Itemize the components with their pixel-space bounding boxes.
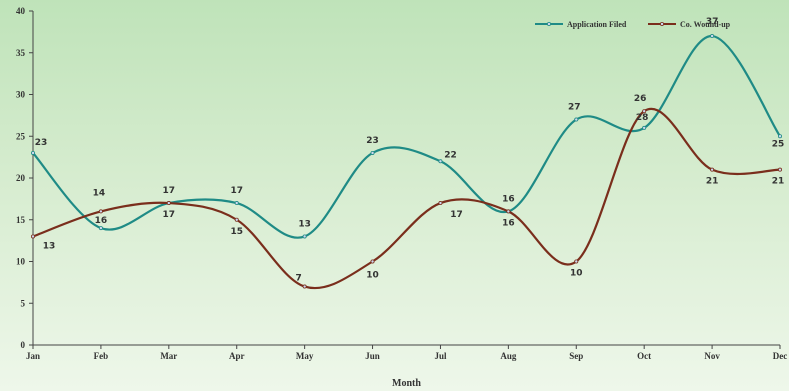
series-application-filed-point <box>98 226 103 231</box>
x-tick-label: Mar <box>160 351 177 361</box>
series-application-filed-point <box>642 125 647 130</box>
legend-marker <box>660 21 665 26</box>
x-tick-label: Apr <box>229 351 245 361</box>
series-application-filed-data-label: 28 <box>636 113 649 123</box>
y-axis: 0 5 10 15 20 25 30 35 40 <box>16 6 34 350</box>
x-tick-label: Nov <box>704 351 720 361</box>
series-co-wound-up-data-label: 13 <box>43 241 56 251</box>
series-application-filed-data-label: 13 <box>298 219 311 229</box>
series-co-wound-up-point <box>778 167 783 172</box>
series-co-wound-up-point <box>370 259 375 264</box>
y-tick-label: 15 <box>16 215 26 225</box>
series-application-filed-point <box>778 134 783 139</box>
x-tick-label: Jun <box>365 351 380 361</box>
legend-label: Co. Wound-up <box>680 20 731 29</box>
series-application-filed-point <box>302 234 307 239</box>
series-application-filed-point <box>370 150 375 155</box>
series-application-filed-data-label: 22 <box>444 150 457 160</box>
series-co-wound-up-data-label: 7 <box>296 274 302 284</box>
series-application-filed-point <box>234 201 239 206</box>
y-tick-label: 40 <box>16 6 26 16</box>
y-tick-label: 5 <box>21 298 26 308</box>
series-co-wound-up-point <box>506 209 511 214</box>
series-co-wound-up-point <box>710 167 715 172</box>
data-labels: 23 16 17 17 13 23 22 16 27 28 37 25 13 14 17 15 7 10 17 16 1… <box>35 17 785 284</box>
series-co-wound-up-data-label: 17 <box>163 210 176 220</box>
series-co-wound-up-data-label: 10 <box>366 271 379 281</box>
y-tick-label: 20 <box>16 173 26 183</box>
series-application-filed-data-label: 23 <box>366 136 379 146</box>
series-co-wound-up-point <box>98 209 103 214</box>
series-application-filed-data-label: 17 <box>230 186 243 196</box>
series-application-filed-point <box>710 34 715 39</box>
series-application-filed-data-label: 37 <box>706 17 719 27</box>
series-co-wound-up-line <box>32 107 781 290</box>
series-co-wound-up-point <box>642 109 647 114</box>
y-tick-label: 25 <box>16 131 26 141</box>
y-tick-label: 35 <box>16 48 26 58</box>
series-application-filed-data-label: 23 <box>35 138 48 148</box>
x-tick-label: Sep <box>569 351 583 361</box>
series-co-wound-up-point <box>302 284 307 289</box>
x-tick-label: Feb <box>94 351 109 361</box>
series-co-wound-up-point <box>166 201 171 206</box>
legend-marker <box>547 21 552 26</box>
series-co-wound-up-data-label: 16 <box>502 218 515 228</box>
series-application-filed-data-label: 16 <box>502 194 515 204</box>
series-co-wound-up-data-label: 17 <box>450 210 463 220</box>
x-tick-label: Aug <box>500 351 517 361</box>
x-tick-label: Jan <box>26 351 40 361</box>
series-application-filed-data-label: 25 <box>772 139 785 149</box>
series-co-wound-up-point <box>234 217 239 222</box>
legend-label: Application Filed <box>567 20 627 29</box>
legend: Application Filed Co. Wound-up <box>535 20 731 29</box>
y-tick-label: 30 <box>16 90 26 100</box>
series-co-wound-up-data-label: 21 <box>772 177 785 187</box>
x-tick-label: Dec <box>773 351 788 361</box>
series-co-wound-up-data-label: 26 <box>634 94 647 104</box>
series-application-filed-point <box>438 159 443 164</box>
series-co-wound-up-point <box>574 259 579 264</box>
x-tick-label: May <box>296 351 314 361</box>
series-co-wound-up-data-label: 10 <box>570 269 583 279</box>
series-application-filed-point <box>574 117 579 122</box>
x-tick-label: Jul <box>434 351 447 361</box>
x-tick-label: Oct <box>637 351 651 361</box>
series-co-wound-up-data-label: 21 <box>706 177 719 187</box>
series-co-wound-up-point <box>30 234 35 239</box>
y-tick-label: 10 <box>16 257 26 267</box>
series-co-wound-up-data-label: 14 <box>93 188 106 198</box>
y-tick-label: 0 <box>21 340 26 350</box>
series-co-wound-up-data-label: 15 <box>230 227 243 237</box>
series-application-filed-data-label: 17 <box>163 186 176 196</box>
x-axis-title: Month <box>392 378 421 389</box>
x-axis: Jan Feb Mar Apr May Jun Jul Aug Sep Oct Nov Dec <box>26 344 788 361</box>
series-layer <box>30 34 783 290</box>
series-application-filed-line <box>32 34 781 239</box>
series-application-filed-data-label: 27 <box>568 103 581 113</box>
series-application-filed-data-label: 16 <box>95 216 108 226</box>
series-co-wound-up-point <box>438 201 443 206</box>
series-application-filed-point <box>30 150 35 155</box>
